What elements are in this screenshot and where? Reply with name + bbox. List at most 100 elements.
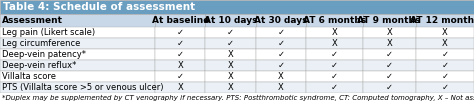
- Bar: [0, 49, 155, 60]
- Text: PTS (Villalta score >5 or venous ulcer): PTS (Villalta score >5 or venous ulcer): [2, 83, 164, 92]
- Bar: [306, 49, 363, 60]
- Text: Leg pain (Likert scale): Leg pain (Likert scale): [2, 28, 95, 37]
- Bar: [306, 38, 363, 49]
- Text: X: X: [228, 72, 234, 81]
- Text: AT 12 months: AT 12 months: [410, 16, 474, 25]
- Text: Villalta score: Villalta score: [2, 72, 56, 81]
- Text: ✓: ✓: [441, 83, 448, 92]
- Bar: [306, 14, 363, 27]
- Bar: [306, 27, 363, 38]
- Bar: [256, 71, 306, 82]
- Text: ✓: ✓: [177, 72, 184, 81]
- Bar: [416, 82, 474, 93]
- Bar: [206, 71, 256, 82]
- Bar: [416, 38, 474, 49]
- Bar: [363, 14, 416, 27]
- Text: Table 4: Schedule of assessment: Table 4: Schedule of assessment: [3, 2, 195, 12]
- Text: ✓: ✓: [177, 39, 184, 48]
- Text: X: X: [278, 72, 284, 81]
- Bar: [256, 49, 306, 60]
- Text: ✓: ✓: [278, 28, 284, 37]
- Bar: [416, 49, 474, 60]
- Bar: [256, 38, 306, 49]
- Text: ✓: ✓: [386, 72, 392, 81]
- Bar: [206, 82, 256, 93]
- Text: ✓: ✓: [441, 50, 448, 59]
- Text: X: X: [228, 83, 234, 92]
- Bar: [363, 60, 416, 71]
- Bar: [155, 49, 206, 60]
- Bar: [155, 60, 206, 71]
- Bar: [363, 49, 416, 60]
- Text: *Duplex may be supplemented by CT venography if necessary. PTS: Postthrombotic s: *Duplex may be supplemented by CT venogr…: [2, 94, 474, 101]
- Text: X: X: [228, 61, 234, 70]
- Bar: [0, 71, 155, 82]
- Text: X: X: [228, 50, 234, 59]
- Bar: [416, 14, 474, 27]
- Bar: [363, 82, 416, 93]
- Text: Deep-vein patency*: Deep-vein patency*: [2, 50, 86, 59]
- Text: ✓: ✓: [278, 50, 284, 59]
- Bar: [206, 14, 256, 27]
- Bar: [306, 71, 363, 82]
- Text: ✓: ✓: [278, 61, 284, 70]
- Bar: [0, 60, 155, 71]
- Text: X: X: [442, 39, 448, 48]
- Bar: [206, 49, 256, 60]
- Text: X: X: [331, 28, 337, 37]
- Bar: [416, 60, 474, 71]
- Text: X: X: [331, 39, 337, 48]
- Bar: [416, 71, 474, 82]
- Bar: [256, 60, 306, 71]
- Bar: [155, 27, 206, 38]
- Text: ✓: ✓: [441, 61, 448, 70]
- Text: ✓: ✓: [331, 83, 338, 92]
- Bar: [363, 27, 416, 38]
- Bar: [0, 82, 155, 93]
- Text: X: X: [386, 39, 392, 48]
- Bar: [416, 27, 474, 38]
- Bar: [256, 27, 306, 38]
- Text: Assessment: Assessment: [2, 16, 63, 25]
- Bar: [0, 93, 474, 102]
- Text: ✓: ✓: [227, 28, 234, 37]
- Text: AT 9 months: AT 9 months: [357, 16, 421, 25]
- Text: ✓: ✓: [386, 50, 392, 59]
- Bar: [206, 38, 256, 49]
- Text: ✓: ✓: [331, 72, 338, 81]
- Text: At 10 days: At 10 days: [204, 16, 257, 25]
- Bar: [256, 82, 306, 93]
- Text: ✓: ✓: [386, 61, 392, 70]
- Text: ✓: ✓: [177, 28, 184, 37]
- Text: ✓: ✓: [177, 50, 184, 59]
- Bar: [363, 71, 416, 82]
- Bar: [206, 60, 256, 71]
- Text: X: X: [177, 83, 183, 92]
- Bar: [306, 60, 363, 71]
- Text: ✓: ✓: [386, 83, 392, 92]
- Bar: [0, 27, 155, 38]
- Bar: [206, 27, 256, 38]
- Text: AT 6 months: AT 6 months: [303, 16, 366, 25]
- Bar: [0, 0, 474, 14]
- Bar: [155, 82, 206, 93]
- Text: X: X: [278, 83, 284, 92]
- Bar: [155, 14, 206, 27]
- Text: X: X: [386, 28, 392, 37]
- Bar: [256, 14, 306, 27]
- Text: ✓: ✓: [441, 72, 448, 81]
- Text: ✓: ✓: [331, 61, 338, 70]
- Text: At baseline: At baseline: [152, 16, 209, 25]
- Text: X: X: [177, 61, 183, 70]
- Text: At 30 days: At 30 days: [255, 16, 308, 25]
- Text: ✓: ✓: [331, 50, 338, 59]
- Bar: [306, 82, 363, 93]
- Bar: [363, 38, 416, 49]
- Text: X: X: [442, 28, 448, 37]
- Text: ✓: ✓: [278, 39, 284, 48]
- Bar: [155, 38, 206, 49]
- Text: ✓: ✓: [227, 39, 234, 48]
- Bar: [0, 38, 155, 49]
- Text: Deep-vein reflux*: Deep-vein reflux*: [2, 61, 76, 70]
- Text: Leg circumference: Leg circumference: [2, 39, 81, 48]
